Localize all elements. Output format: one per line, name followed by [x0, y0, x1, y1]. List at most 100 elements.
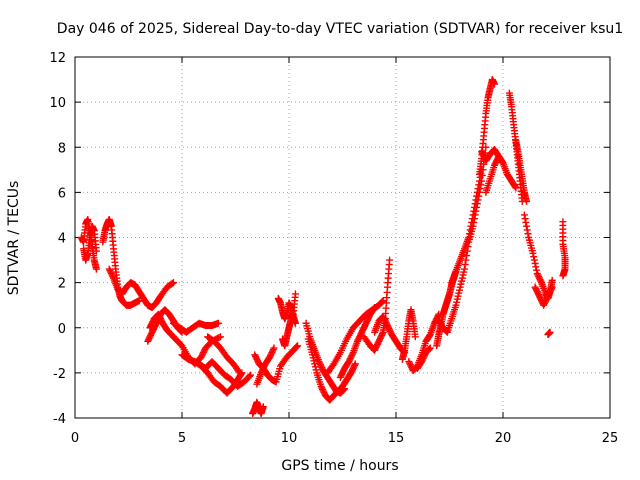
series-arc-34 [531, 283, 556, 309]
data-point [411, 333, 419, 341]
data-point [259, 403, 267, 411]
data-point [443, 328, 451, 336]
data-point [469, 211, 477, 219]
series-arc-32 [512, 136, 531, 205]
chart-title: Day 046 of 2025, Sidereal Day-to-day VTE… [57, 21, 623, 37]
data-point [548, 276, 556, 284]
data-point [109, 273, 117, 281]
x-tick-label: 15 [388, 431, 405, 446]
series-arc-4 [105, 265, 177, 311]
y-tick-label: 8 [58, 141, 66, 156]
axis-ticks: 0 5 10 15 20 25 -4 -2 0 2 4 6 8 10 12 [49, 51, 618, 446]
data-point [168, 279, 176, 287]
data-point [245, 372, 253, 380]
data-point [461, 261, 469, 269]
data-point [92, 265, 100, 273]
data-point [425, 346, 433, 354]
data-point [467, 222, 475, 230]
data-point [215, 334, 223, 342]
y-tick-label: 10 [49, 96, 66, 111]
data-point [537, 277, 545, 285]
data-point [291, 290, 299, 298]
data-point [523, 197, 531, 205]
data-series [77, 76, 569, 417]
data-point [294, 342, 302, 350]
data-point [473, 192, 481, 200]
data-point [293, 343, 301, 351]
data-point [471, 200, 479, 208]
data-point [378, 298, 386, 306]
data-point [292, 343, 300, 351]
series-arc-35 [544, 328, 554, 339]
series-arc-14 [274, 294, 299, 327]
data-point [217, 333, 225, 341]
series-arc-36 [559, 218, 569, 280]
series-arc-27 [448, 166, 486, 287]
data-point [92, 247, 100, 255]
data-point [468, 218, 476, 226]
data-point [466, 226, 474, 234]
data-point [511, 183, 519, 191]
series-arc-9 [195, 358, 254, 390]
data-point [472, 196, 480, 204]
series-arc-3 [99, 215, 143, 309]
data-point [371, 303, 379, 311]
data-point [460, 265, 468, 273]
data-point [465, 234, 473, 241]
data-point [465, 230, 473, 238]
data-point [235, 367, 243, 375]
data-point [499, 159, 507, 167]
data-point [522, 218, 530, 226]
x-axis-label: GPS time / hours [281, 458, 398, 474]
series-arc-7 [169, 319, 222, 336]
x-tick-label: 20 [495, 431, 512, 446]
data-point [523, 226, 531, 234]
data-point [463, 252, 471, 260]
series-arc-18 [324, 297, 387, 377]
y-tick-label: 4 [58, 232, 66, 247]
data-point [246, 371, 254, 379]
data-point [473, 188, 481, 196]
data-point [521, 215, 529, 223]
series-arc-21 [371, 312, 409, 357]
data-point [548, 285, 556, 293]
data-point [529, 249, 537, 257]
data-point [532, 263, 540, 271]
series-arc-22 [398, 306, 419, 363]
y-tick-label: -4 [53, 412, 66, 427]
data-point [530, 256, 538, 264]
data-point [386, 256, 394, 264]
y-tick-label: 2 [58, 277, 66, 292]
data-point [341, 385, 349, 393]
data-point [378, 297, 386, 305]
series-arc-15 [279, 290, 299, 350]
data-point [426, 344, 434, 352]
data-point [490, 80, 498, 88]
x-tick-label: 25 [602, 431, 619, 446]
data-point [546, 328, 554, 336]
data-point [468, 215, 476, 223]
data-point [370, 305, 378, 313]
data-point [351, 361, 359, 369]
data-point [169, 279, 177, 287]
data-point [339, 386, 347, 394]
series-arc-26 [435, 143, 490, 336]
data-point [559, 272, 567, 280]
data-point [236, 369, 244, 377]
y-tick-label: 6 [58, 186, 66, 201]
plot-frame [74, 56, 611, 419]
series-arc-28 [475, 76, 498, 178]
data-point [426, 345, 434, 353]
data-point [531, 259, 539, 267]
series-arc-13 [251, 342, 302, 386]
data-point [351, 360, 359, 368]
y-tick-label: 0 [58, 322, 66, 337]
data-point [533, 266, 541, 274]
x-tick-label: 0 [71, 431, 79, 446]
data-point [475, 177, 483, 185]
data-point [474, 185, 482, 193]
series-arc-30 [482, 152, 507, 196]
data-point [470, 203, 478, 211]
x-tick-label: 5 [178, 431, 186, 446]
